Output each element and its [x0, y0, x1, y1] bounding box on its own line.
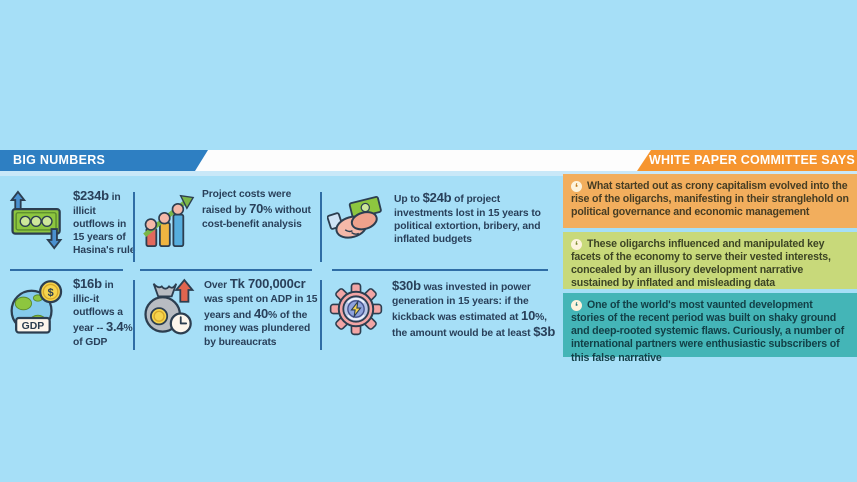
divider: [320, 192, 322, 262]
quote-text: These oligarchs influenced and manipulat…: [571, 238, 831, 290]
divider: [133, 192, 135, 262]
stat-text: $30b was invested in power generation in…: [392, 278, 556, 340]
stat-text: $16b in illic-it outflows a year -- 3.4%…: [73, 276, 133, 348]
quote-icon: ,: [571, 180, 582, 196]
quote-block: , What started out as crony capitalism ev…: [563, 174, 857, 228]
stat-item: $234b in illicit outflows in 15 years of…: [8, 188, 136, 257]
stat-item: Project costs were raised by 70% without…: [141, 188, 319, 255]
band-shadow-strip: [0, 171, 857, 176]
bribery-handshake-icon: [326, 192, 387, 249]
divider: [133, 280, 135, 350]
divider: [140, 269, 312, 271]
stat-text: Up to $24b of project investments lost i…: [394, 190, 541, 245]
stat-item: Over Tk 700,000cr was spent on ADP in 15…: [141, 276, 319, 349]
rising-costs-icon: [141, 190, 195, 255]
stat-item: $30b was invested in power generation in…: [327, 278, 557, 343]
stat-item: Up to $24b of project investments lost i…: [326, 190, 557, 249]
svg-text:GDP: GDP: [22, 321, 45, 332]
big-numbers-header: BIG NUMBERS: [0, 150, 208, 171]
globe-gdp-icon: $ GDP: [8, 278, 66, 343]
quote-icon: ,: [571, 299, 582, 315]
power-gear-icon: [327, 280, 385, 343]
divider: [320, 280, 322, 350]
stat-text: Over Tk 700,000cr was spent on ADP in 15…: [204, 276, 318, 348]
stat-item: $ GDP $16b in illic-it outflows a year -…: [8, 276, 136, 349]
stat-text: Project costs were raised by 70% without…: [202, 189, 311, 230]
quote-block: , One of the world's most vaunted develop…: [563, 293, 857, 364]
quote-icon: ,: [571, 238, 582, 254]
quote-text: One of the world's most vaunted developm…: [571, 299, 845, 364]
cash-flow-icon: [8, 190, 66, 255]
divider: [10, 269, 123, 271]
quote-text: What started out as crony capitalism evo…: [571, 180, 849, 219]
stat-text: $234b in illicit outflows in 15 years of…: [73, 188, 136, 257]
quote-block: , These oligarchs influenced and manipula…: [563, 232, 857, 289]
money-bag-clock-icon: [141, 278, 197, 345]
divider: [332, 269, 548, 271]
white-paper-header: WHITE PAPER COMMITTEE SAYS: [637, 150, 857, 171]
svg-text:$: $: [48, 287, 54, 299]
